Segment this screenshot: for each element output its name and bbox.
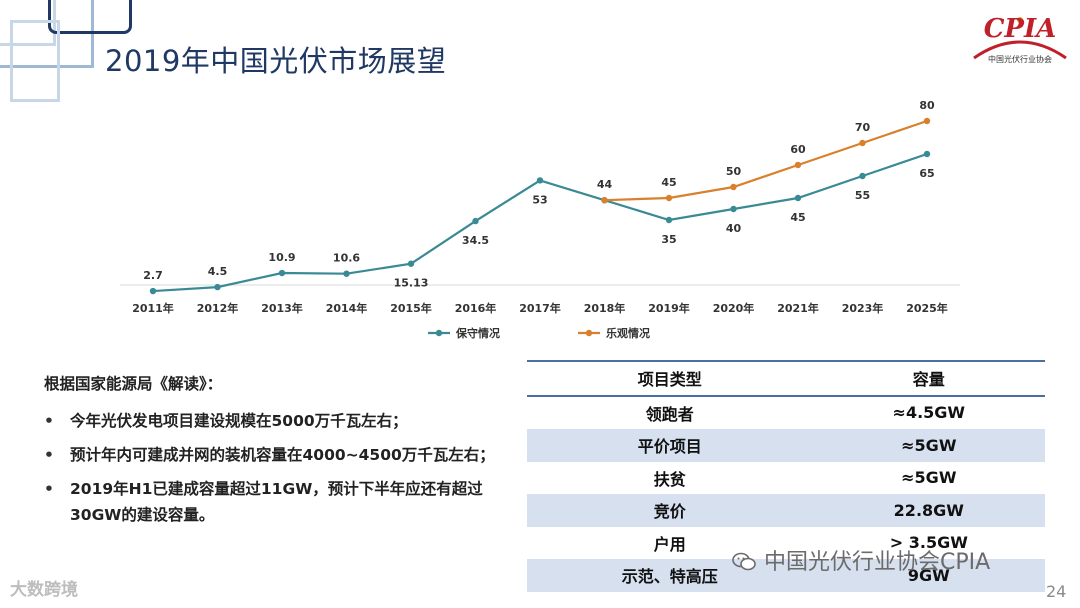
x-tick-label: 2017年 bbox=[519, 301, 561, 315]
cpia-logo: CPIA 中国光伏行业协会 bbox=[968, 12, 1072, 68]
table-row: 竞价 22.8GW bbox=[527, 494, 1045, 527]
data-point bbox=[472, 217, 479, 225]
data-label: 53 bbox=[532, 193, 547, 206]
bullet-heading: 根据国家能源局《解读》： bbox=[44, 375, 223, 393]
data-label: 65 bbox=[919, 167, 934, 180]
table-cell: 9GW bbox=[812, 559, 1045, 592]
table-row: 扶贫 ≈5GW bbox=[527, 461, 1045, 494]
data-label: 10.6 bbox=[333, 252, 360, 265]
table-cell: 平价项目 bbox=[527, 429, 813, 462]
table-cell: 示范、特高压 bbox=[527, 559, 813, 592]
data-point bbox=[923, 150, 931, 158]
data-point bbox=[730, 183, 737, 191]
x-tick-label: 2014年 bbox=[326, 301, 368, 315]
table-cell: ≈5GW bbox=[812, 429, 1045, 462]
data-label: 55 bbox=[855, 189, 870, 202]
table-header-row: 项目类型 容量 bbox=[527, 360, 1045, 397]
table-row: 领跑者 ≈4.5GW bbox=[527, 395, 1045, 429]
corner-decoration bbox=[48, 0, 132, 34]
x-tick-label: 2025年 bbox=[906, 301, 948, 315]
legend-label: 乐观情况 bbox=[606, 326, 650, 340]
x-tick-label: 2020年 bbox=[713, 301, 755, 315]
bullet-item: 预计年内可建成并网的装机容量在4000~4500万千瓦左右； bbox=[44, 442, 504, 468]
source-watermark: 大数跨境 bbox=[10, 580, 78, 600]
data-point bbox=[601, 197, 608, 204]
page-title: 2019年中国光伏市场展望 bbox=[105, 44, 447, 78]
series-line-optimistic bbox=[604, 119, 928, 202]
x-tick-label: 2019年 bbox=[648, 301, 690, 315]
data-point bbox=[214, 283, 221, 291]
table-header: 项目类型 bbox=[527, 360, 813, 397]
data-point bbox=[343, 270, 350, 277]
legend-label: 保守情况 bbox=[455, 326, 500, 340]
series-line-conservative bbox=[152, 152, 928, 293]
data-point bbox=[730, 205, 737, 213]
data-label: 44 bbox=[597, 178, 613, 191]
table-cell: ≈5GW bbox=[812, 461, 1045, 494]
data-point bbox=[665, 216, 673, 224]
table-row: 户用 > 3.5GW bbox=[527, 526, 1045, 559]
x-tick-label: 2021年 bbox=[777, 301, 819, 315]
data-label: 60 bbox=[790, 143, 806, 156]
table-cell: 22.8GW bbox=[812, 494, 1045, 527]
data-label: 10.9 bbox=[268, 251, 295, 264]
table-cell: 扶贫 bbox=[527, 461, 813, 494]
data-point bbox=[278, 269, 286, 277]
logo-subtitle: 中国光伏行业协会 bbox=[988, 55, 1052, 64]
data-label: 45 bbox=[790, 211, 805, 224]
data-label: 2.7 bbox=[143, 269, 163, 282]
legend-swatch-point bbox=[435, 329, 443, 337]
data-label: 34.5 bbox=[462, 234, 489, 247]
table-cell: > 3.5GW bbox=[812, 526, 1045, 559]
data-point bbox=[665, 194, 673, 202]
x-tick-label: 2011年 bbox=[132, 301, 174, 315]
corner-decoration bbox=[10, 20, 60, 102]
wechat-icon bbox=[732, 552, 756, 571]
data-point bbox=[794, 194, 802, 202]
data-point bbox=[407, 260, 415, 267]
data-label: 70 bbox=[855, 121, 871, 134]
table-cell: 领跑者 bbox=[527, 395, 813, 429]
corner-decoration bbox=[0, 0, 56, 46]
data-label: 15.13 bbox=[394, 277, 429, 290]
table-header: 容量 bbox=[812, 360, 1045, 397]
logo-arc-icon bbox=[973, 17, 1067, 60]
bullet-list: 根据国家能源局《解读》： 今年光伏发电项目建设规模在5000万千瓦左右； 预计年… bbox=[44, 372, 504, 536]
x-tick-label: 2016年 bbox=[455, 301, 497, 315]
x-tick-label: 2015年 bbox=[390, 301, 432, 315]
market-outlook-chart: 2011年 2012年 2013年 2014年 2015年 2016年 2017年 2018年… bbox=[120, 99, 960, 340]
table-row: 示范、特高压 9GW bbox=[527, 559, 1045, 592]
data-point bbox=[536, 177, 544, 184]
x-tick-label: 2018年 bbox=[584, 301, 626, 315]
logo-text: CPIA bbox=[983, 14, 1057, 44]
data-point bbox=[923, 117, 931, 125]
x-tick-label: 2012年 bbox=[197, 301, 239, 315]
table-cell: 户用 bbox=[527, 526, 813, 559]
data-point bbox=[859, 139, 866, 147]
table-cell: 竞价 bbox=[527, 494, 813, 527]
data-point bbox=[859, 172, 866, 180]
data-label: 80 bbox=[919, 99, 935, 112]
data-point bbox=[149, 287, 157, 295]
data-label: 50 bbox=[726, 165, 742, 178]
data-label: 35 bbox=[661, 233, 676, 246]
bullet-item: 2019年H1已建成容量超过11GW，预计下半年应还有超过30GW的建设容量。 bbox=[44, 476, 504, 528]
legend-swatch-point bbox=[585, 329, 593, 337]
project-capacity-table: 项目类型 容量 领跑者 ≈4.5GW 平价项目 ≈5GW 扶贫 ≈5GW 竞价 … bbox=[527, 360, 1045, 592]
x-tick-label: 2013年 bbox=[261, 301, 303, 315]
page-number: 24 bbox=[1046, 582, 1067, 601]
data-label: 4.5 bbox=[208, 265, 228, 278]
table-row: 平价项目 ≈5GW bbox=[527, 429, 1045, 462]
corner-decoration bbox=[0, 0, 94, 68]
wechat-account-name: 中国光伏行业协会CPIA bbox=[764, 550, 991, 575]
data-point bbox=[794, 161, 802, 169]
data-label: 45 bbox=[661, 176, 676, 189]
wechat-watermark: 中国光伏行业协会CPIA bbox=[732, 544, 990, 576]
data-label: 40 bbox=[726, 222, 742, 235]
x-tick-label: 2023年 bbox=[842, 301, 884, 315]
table-cell: ≈4.5GW bbox=[812, 395, 1045, 429]
bullet-item: 今年光伏发电项目建设规模在5000万千瓦左右； bbox=[44, 408, 504, 434]
